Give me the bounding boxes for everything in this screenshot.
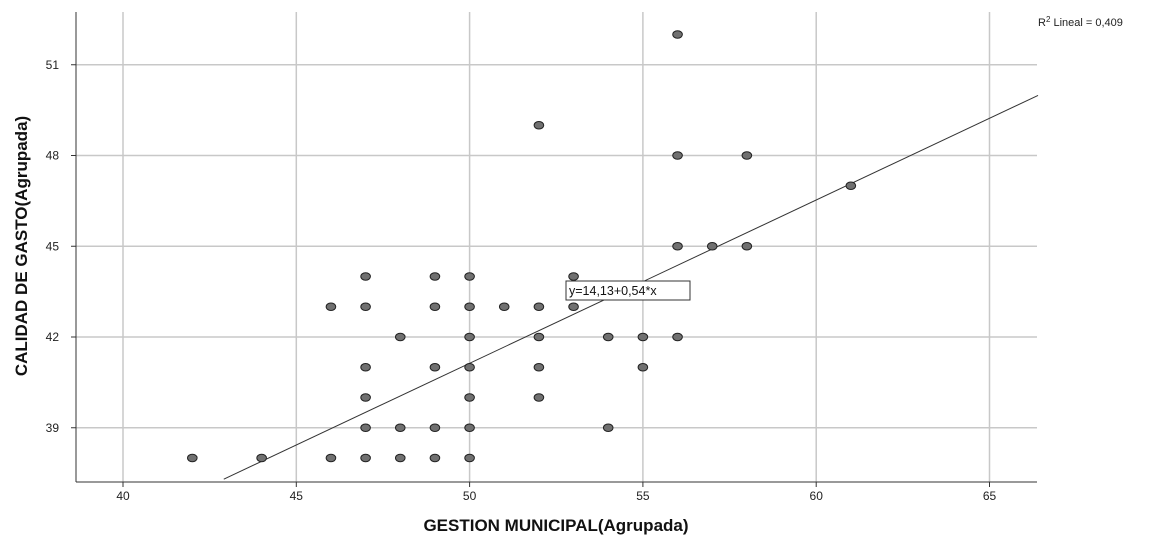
y-tick-labels: 39 42 45 48 51 (46, 58, 76, 435)
axes (75, 12, 1037, 483)
data-point (706, 241, 718, 251)
data-point (360, 393, 371, 402)
x-tick-label: 60 (810, 489, 824, 503)
data-point (498, 302, 510, 312)
y-tick-label: 39 (46, 421, 60, 435)
data-point (602, 332, 614, 342)
data-point (741, 151, 753, 160)
data-point (325, 302, 337, 312)
data-point (602, 423, 614, 433)
data-point (187, 453, 198, 463)
data-point (533, 362, 545, 372)
data-point (360, 453, 371, 463)
data-point (360, 423, 371, 433)
data-point (429, 423, 441, 433)
data-point (429, 453, 441, 463)
y-tick-label: 51 (46, 58, 60, 72)
data-point (464, 272, 475, 281)
data-point (394, 423, 406, 433)
r-squared-label: R2 Lineal = 0,409 (1038, 15, 1123, 29)
data-point (533, 302, 545, 312)
y-axis-title: CALIDAD DE GASTO(Agrupada) (12, 116, 31, 376)
data-point (672, 30, 683, 39)
data-point (325, 453, 337, 463)
data-point (637, 332, 649, 342)
data-point (672, 332, 683, 342)
grid-lines (76, 12, 1037, 482)
data-point (672, 241, 683, 251)
data-point (394, 332, 406, 342)
data-point (845, 181, 857, 191)
data-point (533, 120, 545, 130)
x-tick-label: 50 (463, 489, 477, 503)
data-points (187, 30, 857, 463)
data-point (429, 302, 441, 312)
equation-box (565, 280, 691, 301)
data-point (394, 453, 406, 463)
data-point (429, 272, 441, 281)
data-point (464, 332, 475, 342)
data-point (568, 272, 579, 281)
y-tick-label: 45 (46, 239, 60, 253)
data-point (533, 332, 545, 342)
x-tick-label: 45 (290, 489, 304, 503)
x-tick-label: 55 (636, 489, 650, 503)
data-point (256, 453, 267, 463)
data-point (637, 362, 649, 372)
data-point (741, 241, 753, 251)
data-point (360, 302, 371, 312)
data-point (672, 151, 683, 160)
data-point (360, 362, 371, 372)
data-point (464, 423, 475, 433)
data-point (429, 362, 441, 372)
x-tick-label: 65 (983, 489, 997, 503)
data-point (360, 272, 371, 281)
data-point (464, 453, 475, 463)
data-point (533, 393, 545, 402)
data-point (464, 362, 475, 372)
equation-text: y=14,13+0,54*x (569, 284, 657, 298)
x-tick-labels: 40 45 50 55 60 65 (116, 482, 996, 503)
data-point (464, 393, 475, 402)
y-tick-label: 48 (46, 149, 60, 163)
data-point (568, 302, 579, 312)
equation-label: y=14,13+0,54*x (565, 280, 691, 301)
data-point (464, 302, 475, 312)
x-axis-title: GESTION MUNICIPAL(Agrupada) (423, 516, 688, 535)
y-tick-label: 42 (46, 330, 60, 344)
x-tick-label: 40 (116, 489, 130, 503)
